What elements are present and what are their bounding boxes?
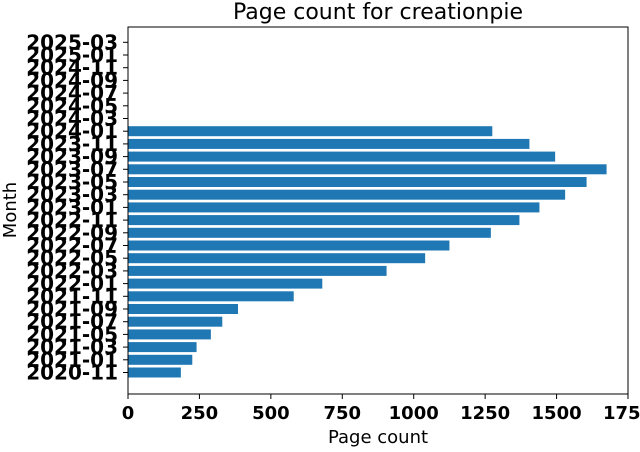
x-tick-label: 1000 — [389, 403, 439, 424]
y-tick-label: 2021-09 — [26, 297, 118, 321]
y-tick-label: 2023-05 — [26, 170, 118, 194]
y-tick-label: 2024-07 — [26, 81, 118, 105]
x-tick-label: 0 — [122, 403, 135, 424]
bar-2023-05 — [128, 177, 587, 187]
bar-2024-01 — [128, 126, 493, 137]
chart-title: Page count for creationpie — [233, 0, 523, 25]
bar-2023-07 — [128, 164, 607, 175]
y-tick-label: 2024-11 — [26, 56, 118, 80]
y-tick-label: 2022-09 — [26, 221, 118, 245]
bar-2021-03 — [128, 342, 197, 353]
x-ticks-group: 0 250 500 750 1000 1250 1500 1750 — [122, 394, 640, 424]
bar-2021-01 — [128, 354, 193, 365]
bar-2023-03 — [128, 189, 566, 200]
bar-2021-11 — [128, 291, 294, 302]
bar-2022-07 — [128, 240, 450, 251]
y-tick-label: 2022-07 — [26, 234, 118, 258]
bar-2022-11 — [128, 215, 520, 226]
y-tick-label: 2023-09 — [26, 145, 118, 169]
bar-2023-09 — [128, 151, 556, 162]
y-tick-label: 2022-05 — [26, 246, 118, 270]
y-tick-label: 2023-11 — [26, 132, 118, 156]
plot-frame — [127, 26, 629, 395]
bar-2021-05 — [128, 329, 211, 340]
x-tick-label: 1750 — [603, 403, 640, 424]
bar-2022-09 — [128, 227, 491, 238]
bar-2020-11 — [128, 367, 181, 378]
y-tick-label: 2023-07 — [26, 157, 118, 181]
y-tick-label: 2021-07 — [26, 310, 118, 334]
bar-2022-01 — [128, 278, 323, 289]
bar-2023-11 — [128, 138, 530, 149]
y-tick-label: 2024-01 — [26, 119, 118, 143]
y-tick-label: 2023-03 — [26, 183, 118, 207]
bar-2023-01 — [128, 202, 540, 213]
y-tick-label: 2022-03 — [26, 259, 118, 283]
y-tick-label: 2024-05 — [26, 94, 118, 118]
x-tick-label: 1250 — [460, 403, 510, 424]
y-tick-label: 2022-11 — [26, 208, 118, 232]
y-ticks-group: 2020-112021-012021-032021-052021-072021-… — [26, 30, 128, 385]
y-tick-label: 2023-01 — [26, 195, 118, 219]
y-tick-label: 2025-03 — [26, 30, 118, 54]
x-axis-label: Page count — [328, 427, 428, 448]
x-tick-label: 1500 — [532, 403, 582, 424]
y-tick-label: 2024-09 — [26, 68, 118, 92]
y-tick-label: 2020-11 — [26, 361, 118, 385]
y-tick-label: 2022-01 — [26, 272, 118, 296]
y-tick-label: 2021-11 — [26, 284, 118, 308]
bar-2022-03 — [128, 265, 387, 276]
bar-2022-05 — [128, 253, 426, 264]
y-axis-label: Month — [0, 182, 21, 238]
y-tick-label: 2021-05 — [26, 322, 118, 346]
x-tick-label: 250 — [181, 403, 219, 424]
bars-group — [128, 126, 607, 378]
x-tick-label: 500 — [252, 403, 290, 424]
y-tick-label: 2025-01 — [26, 43, 118, 67]
bar-2021-07 — [128, 316, 223, 327]
y-tick-label: 2021-03 — [26, 335, 118, 359]
y-tick-label: 2021-01 — [26, 348, 118, 372]
x-tick-label: 750 — [323, 403, 361, 424]
y-tick-label: 2024-03 — [26, 107, 118, 131]
bar-2021-09 — [128, 304, 238, 314]
